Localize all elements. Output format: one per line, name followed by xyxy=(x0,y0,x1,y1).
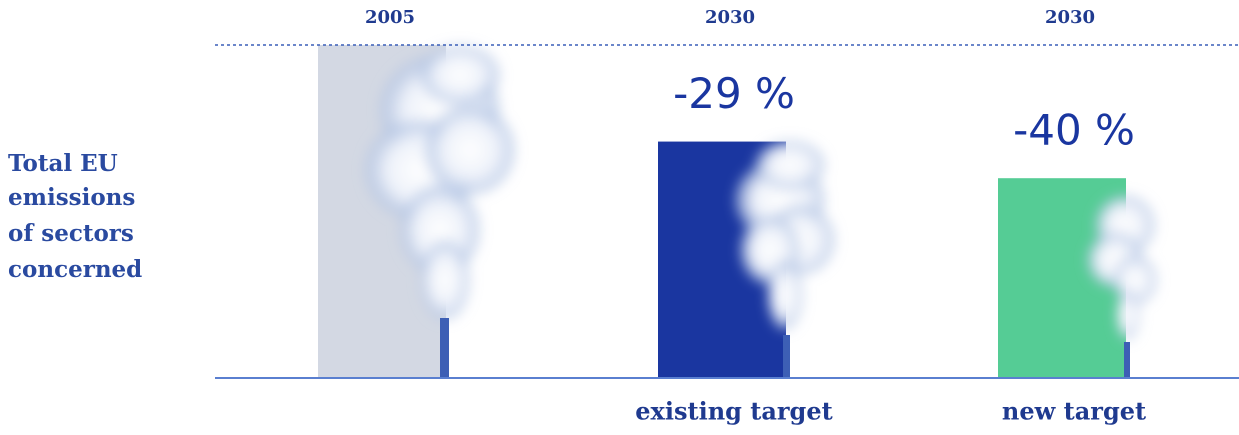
smoke xyxy=(365,45,1157,340)
bar-label: new target xyxy=(1002,397,1146,426)
y-label: concerned xyxy=(8,256,142,283)
bar-label: existing target xyxy=(635,397,832,426)
y-label: of sectors xyxy=(8,220,134,247)
chimneys xyxy=(440,318,1130,378)
y-label: Total EU xyxy=(8,150,118,177)
category-label: 2005 xyxy=(365,7,415,28)
value-label: -40 % xyxy=(1013,106,1135,155)
value-label: -29 % xyxy=(673,69,795,118)
y-label: emissions xyxy=(8,184,135,211)
category-label: 2030 xyxy=(1045,7,1095,28)
category-label: 2030 xyxy=(705,7,755,28)
